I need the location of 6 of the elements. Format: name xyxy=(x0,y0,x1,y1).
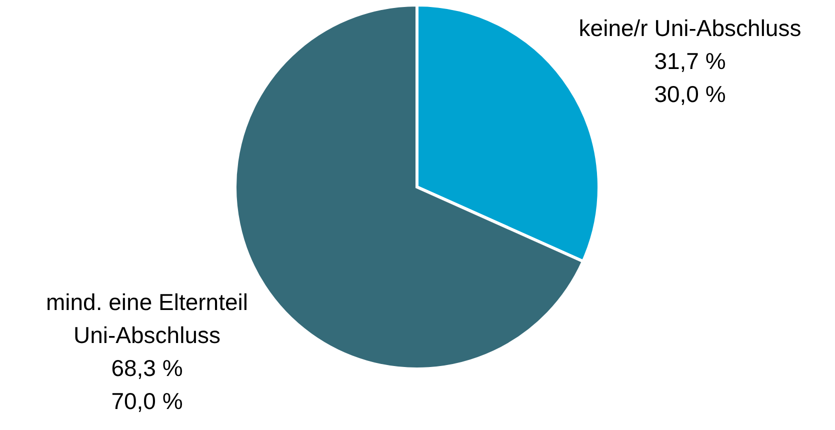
slice-label: keine/r Uni-Abschluss xyxy=(578,15,802,41)
slice-label: mind. eine Elternteil Uni-Abschluss xyxy=(46,289,248,348)
text: 30,0 % xyxy=(654,81,726,107)
text: 70,0 % xyxy=(111,388,183,414)
data-label: 68,3 % xyxy=(111,355,183,381)
data-label: 31,7 % xyxy=(654,48,726,74)
